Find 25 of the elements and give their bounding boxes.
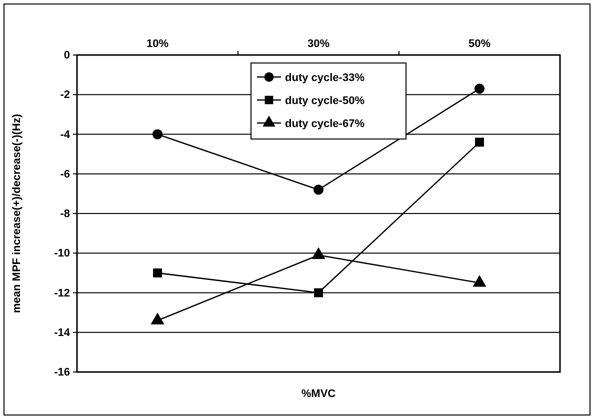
point (152, 129, 163, 140)
x-tick-label: 30% (307, 38, 330, 50)
y-tick-label: -10 (54, 248, 70, 260)
y-tick-label: -8 (60, 208, 70, 220)
x-tick-label: 50% (468, 38, 491, 50)
point (474, 84, 485, 94)
legend-label: duty cycle-50% (285, 95, 365, 107)
x-axis-title: %MVC (301, 388, 336, 400)
point (313, 184, 324, 195)
legend-label: duty cycle-33% (285, 72, 365, 84)
y-axis-title: mean MPF increase(+)/decrease(-)(Hz) (11, 114, 23, 313)
x-tick-label: 10% (146, 38, 169, 50)
y-tick-label: -12 (54, 287, 70, 300)
point (472, 274, 486, 287)
y-tick-label: -14 (54, 326, 71, 339)
y-tick-label: 0 (64, 50, 70, 62)
y-tick-label: -2 (60, 89, 70, 102)
point (153, 268, 162, 278)
point (312, 247, 326, 260)
y-tick-label: -6 (60, 168, 70, 180)
y-tick-label: -16 (54, 366, 70, 379)
point (150, 312, 164, 324)
y-tick-label: -4 (60, 128, 71, 141)
point (475, 138, 484, 147)
legend-label: duty cycle-67% (285, 118, 365, 130)
